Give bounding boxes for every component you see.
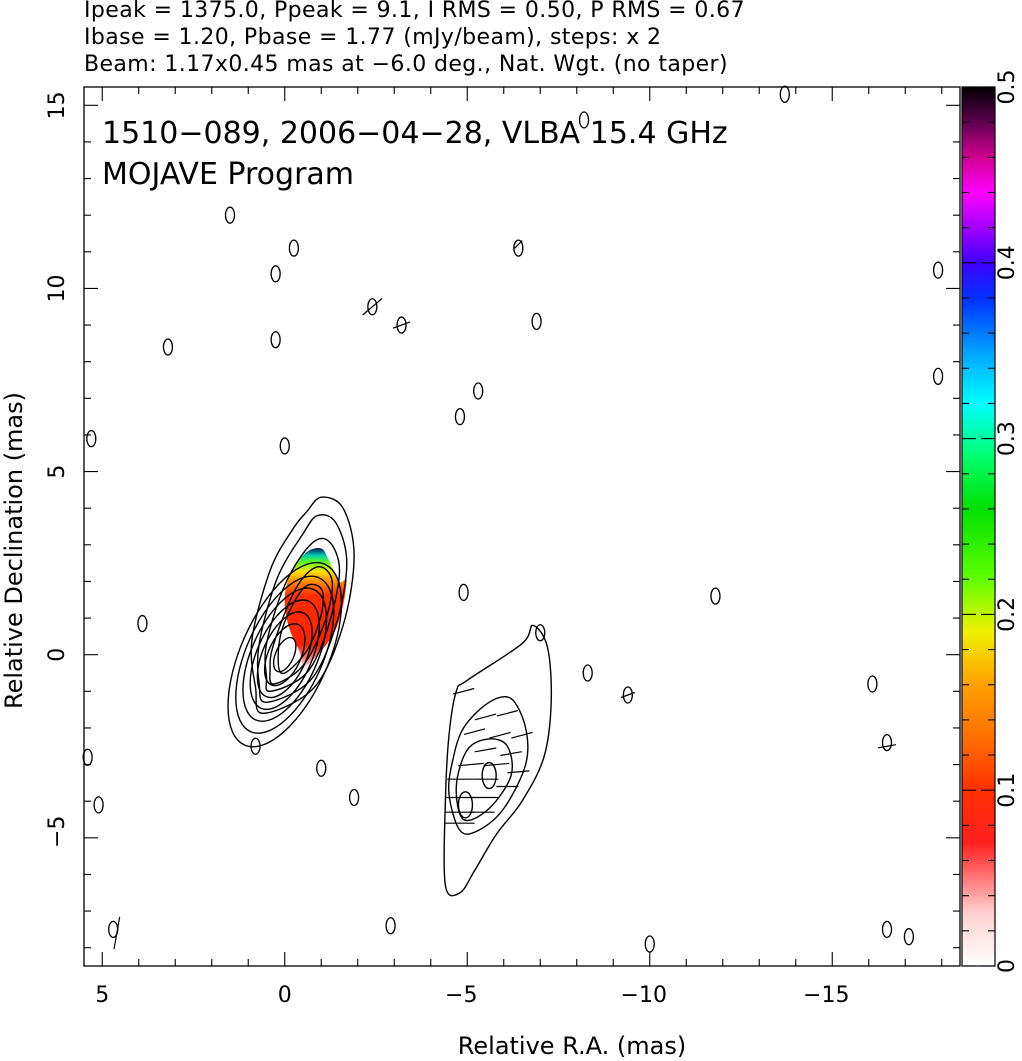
lower-component-contour	[443, 624, 553, 897]
core-contour	[227, 561, 343, 748]
noise-contour	[288, 239, 300, 257]
evpa-tick	[496, 709, 519, 717]
core-contour	[256, 611, 313, 699]
x-axis-label: Relative R.A. (mas)	[458, 1032, 686, 1060]
noise-contour	[82, 748, 93, 766]
x-tick-label: −5	[445, 983, 477, 1008]
lower-component-peak-contour	[457, 791, 474, 819]
jet-contour	[277, 583, 325, 675]
x-tick-label: −10	[621, 983, 667, 1008]
colorbar	[961, 86, 996, 967]
evpa-tick	[362, 298, 383, 316]
noise-contour	[396, 316, 407, 334]
evpa-tick	[392, 321, 411, 329]
axes-layer: 5 0 −5 −10 −15 −5 0 5 10 15	[45, 87, 960, 1008]
header-line-1: Ipeak = 1375.0, Ppeak = 9.1, I RMS = 0.5…	[84, 0, 745, 23]
plot-frame	[83, 86, 961, 967]
x-tick-label: −15	[803, 983, 849, 1008]
evpa-tick	[474, 747, 497, 753]
plot-layer	[82, 85, 944, 953]
core-contour	[249, 599, 321, 711]
core-contour	[263, 623, 306, 687]
core-contour	[272, 636, 297, 673]
colorbar-tick-label: 0.3	[995, 421, 1020, 456]
noise-contour	[881, 733, 893, 752]
noise-contour	[137, 614, 148, 633]
noise-contour	[578, 111, 590, 129]
noise-contour	[454, 407, 466, 426]
evpa-tick	[113, 916, 121, 950]
noise-contour	[932, 367, 944, 385]
evpa-tick	[458, 762, 484, 767]
y-tick-label: −5	[45, 816, 70, 848]
evpa-tick	[507, 770, 530, 774]
y-tick-label: 15	[45, 91, 70, 119]
noise-contour	[250, 737, 261, 755]
plot-title: 1510−089, 2006−04−28, VLBA 15.4 GHz	[102, 116, 728, 151]
noise-contour	[93, 796, 104, 814]
core-contour	[235, 575, 335, 734]
evpa-tick	[500, 751, 522, 757]
noise-contour	[279, 437, 290, 455]
x-tick-label: 0	[278, 983, 292, 1008]
x-tick-label: 5	[95, 983, 109, 1008]
evpa-tick	[877, 744, 897, 749]
colorbar-tick-label: 0.2	[995, 597, 1020, 632]
noise-contour	[622, 686, 633, 704]
noise-contour	[582, 664, 593, 682]
noise-contour	[644, 935, 655, 953]
evpa-tick	[620, 691, 635, 699]
noise-contour	[367, 298, 378, 316]
colorbar-tick-label: 0.1	[995, 773, 1020, 808]
noise-contour	[86, 429, 97, 448]
evpa-tick	[514, 240, 523, 249]
evpa-tick	[483, 762, 510, 767]
noise-contour	[513, 239, 524, 257]
y-tick-label: 5	[45, 465, 70, 479]
noise-contour	[535, 624, 546, 642]
noise-contour	[270, 265, 281, 283]
colorbar-tick-label: 0	[995, 959, 1020, 973]
noise-contour	[473, 382, 484, 400]
noise-contour	[270, 331, 281, 349]
noise-contour	[867, 675, 878, 693]
y-tick-label: 0	[45, 648, 70, 662]
noise-contour	[903, 928, 915, 946]
jet-contour	[250, 496, 355, 715]
y-tick-label: 10	[45, 274, 70, 302]
noise-contour	[710, 587, 721, 605]
lower-component-contour	[448, 695, 529, 835]
lower-component-peak-contour	[481, 761, 497, 790]
lower-component-contour	[455, 738, 513, 822]
noise-contour	[779, 85, 790, 103]
noise-contour	[316, 759, 327, 777]
noise-contour	[224, 206, 236, 224]
jet-contour	[269, 566, 334, 685]
noise-contour	[162, 338, 174, 356]
colorbar-ticks: 0 0.1 0.2 0.3 0.4 0.5	[962, 70, 1020, 973]
noise-contour	[458, 583, 469, 602]
noise-contour	[385, 917, 396, 935]
colorbar-tick-label: 0.4	[995, 245, 1020, 280]
noise-contour	[531, 312, 542, 331]
evpa-tick	[489, 731, 511, 739]
evpa-tick	[474, 713, 497, 721]
evpa-tick	[452, 687, 475, 695]
plot-subtitle: MOJAVE Program	[102, 157, 354, 192]
colorbar-tick-label: 0.5	[995, 70, 1020, 105]
header-line-3: Beam: 1.17x0.45 mas at −6.0 deg., Nat. W…	[84, 52, 728, 77]
evpa-tick	[463, 728, 486, 735]
noise-contour	[348, 788, 360, 807]
core-contour	[242, 587, 328, 722]
noise-contour	[881, 920, 893, 939]
header-line-2: Ibase = 1.20, Pbase = 1.77 (mJy/beam), s…	[84, 25, 662, 50]
evpa-tick	[511, 731, 533, 739]
y-axis-label: Relative Declination (mas)	[0, 392, 28, 709]
noise-contour	[932, 261, 944, 279]
